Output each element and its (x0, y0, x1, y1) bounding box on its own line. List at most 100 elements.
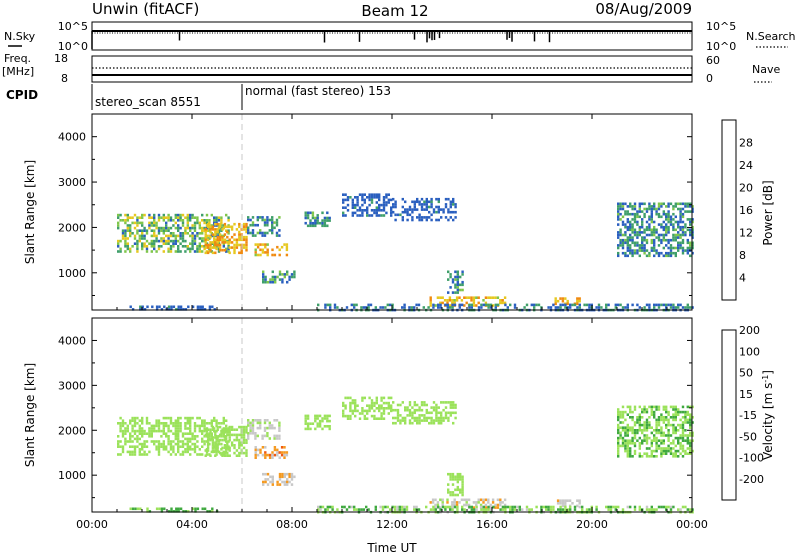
heatmap-cell (198, 224, 201, 227)
heatmap-cell (660, 202, 663, 206)
heatmap-cell (165, 226, 168, 230)
heatmap-cell (677, 241, 680, 245)
heatmap-cell (650, 212, 653, 216)
heatmap-cell (278, 456, 281, 459)
heatmap-cell (186, 226, 189, 230)
heatmap-cell (153, 234, 156, 238)
heatmap-cell (392, 421, 395, 425)
heatmap-cell (461, 505, 464, 509)
heatmap-cell (643, 410, 646, 414)
heatmap-cell (674, 233, 677, 237)
heatmap-cell (356, 203, 359, 207)
heatmap-cell (126, 450, 129, 454)
heatmap-cell (540, 508, 543, 511)
heatmap-cell (209, 235, 212, 239)
heatmap-cell (691, 251, 694, 255)
heatmap-cell (564, 505, 567, 509)
heatmap-cell (660, 225, 663, 229)
heatmap-cell (150, 427, 153, 430)
heatmap-cell (214, 454, 217, 457)
heatmap-cell (189, 448, 192, 451)
heatmap-cell (454, 270, 457, 274)
heatmap-cell (181, 435, 185, 438)
heatmap-cell (275, 419, 279, 422)
heatmap-cell (211, 436, 215, 439)
heatmap-cell (226, 451, 229, 455)
heatmap-cell (677, 246, 680, 250)
heatmap-cell (196, 216, 199, 219)
heatmap-cell (263, 434, 267, 438)
colorbar-tick-label: 4 (739, 272, 746, 285)
heatmap-cell (672, 452, 675, 455)
heatmap-cell (228, 433, 231, 437)
heatmap-cell (160, 442, 163, 446)
heatmap-cell (150, 432, 153, 435)
heatmap-cell (133, 234, 137, 238)
heatmap-cell (266, 216, 269, 219)
heatmap-cell (189, 226, 192, 230)
heatmap-cell (394, 416, 397, 420)
heatmap-cell (638, 306, 641, 309)
heatmap-cell (662, 431, 665, 435)
heatmap-cell (672, 431, 675, 435)
heatmap-cell (249, 223, 252, 227)
heatmap-cell (475, 304, 478, 307)
heatmap-cell (368, 214, 371, 217)
heatmap-cell (220, 221, 223, 225)
heatmap-cell (328, 216, 331, 220)
heatmap-cell (220, 224, 223, 227)
heatmap-cell (235, 449, 239, 452)
heatmap-cell (619, 218, 622, 221)
heatmap-cell (268, 218, 271, 222)
heatmap-cell (653, 241, 656, 245)
heatmap-cell (617, 423, 620, 427)
heatmap-cell (326, 505, 329, 509)
heatmap-cell (333, 303, 337, 307)
heatmap-cell (384, 505, 387, 509)
heatmap-cell (619, 205, 622, 208)
heatmap-cell (662, 210, 665, 213)
heatmap-cell (148, 242, 151, 245)
heatmap-cell (138, 221, 141, 225)
heatmap-cell (454, 411, 457, 415)
heatmap-cell (674, 452, 677, 455)
heatmap-cell (621, 426, 625, 429)
heatmap-cell (191, 435, 194, 438)
heatmap-cell (655, 436, 658, 440)
heatmap-cell (617, 439, 620, 442)
heatmap-cell (559, 502, 562, 505)
heatmap-cell (390, 407, 393, 410)
heatmap-cell (276, 275, 279, 279)
heatmap-cell (662, 303, 665, 307)
heatmap-cell (660, 447, 663, 450)
heatmap-cell (681, 416, 685, 419)
heatmap-cell (184, 422, 187, 425)
heatmap-cell (172, 224, 175, 227)
heatmap-cell (669, 238, 673, 242)
heatmap-cell (401, 210, 404, 214)
heatmap-cell (162, 448, 165, 451)
heatmap-cell (456, 270, 459, 274)
heatmap-cell (174, 435, 177, 438)
heatmap-cell (238, 230, 241, 234)
heatmap-cell (160, 510, 164, 513)
heatmap-cell (193, 216, 197, 219)
heatmap-cell (189, 422, 192, 425)
heatmap-cell (191, 432, 194, 435)
heatmap-cell (657, 205, 661, 208)
heatmap-cell (119, 453, 122, 456)
heatmap-cell (667, 421, 670, 424)
heatmap-cell (380, 399, 383, 402)
heatmap-cell (362, 306, 365, 309)
heatmap-cell (141, 429, 144, 433)
heatmap-cell (259, 451, 262, 454)
colorbar-tick-label: 28 (739, 137, 753, 150)
heatmap-cell (667, 423, 670, 427)
heatmap-cell (157, 427, 161, 430)
heatmap-cell (435, 218, 438, 222)
heatmap-cell (169, 250, 173, 253)
heatmap-cell (216, 222, 219, 226)
heatmap-cell (206, 238, 210, 242)
heatmap-cell (494, 306, 497, 309)
heatmap-cell (643, 215, 646, 219)
